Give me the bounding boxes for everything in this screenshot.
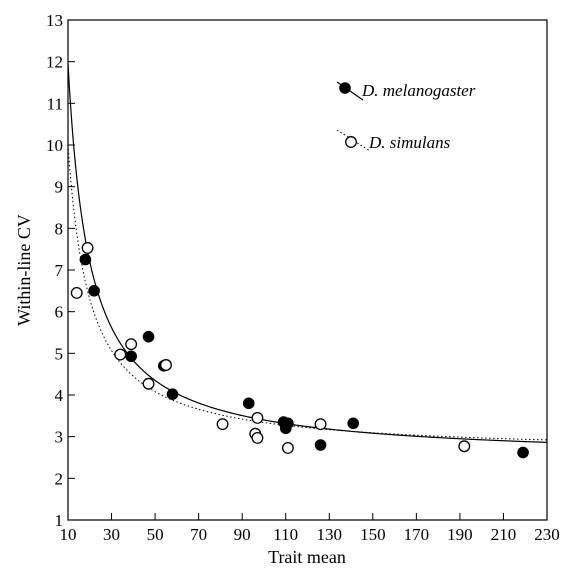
y-tick-label: 5	[55, 344, 64, 363]
x-tick-label: 90	[234, 525, 251, 544]
x-tick-label: 210	[491, 525, 517, 544]
tick-labels: 10 30 50 70 90 110 130 150 170 190 210 230123456789…	[46, 11, 560, 544]
x-tick-label: 170	[404, 525, 430, 544]
y-tick-label: 10	[46, 136, 63, 155]
y-tick-label: 2	[55, 469, 64, 488]
data-point-series-1	[251, 411, 264, 424]
legend-marker-melanogaster	[339, 82, 351, 94]
x-tick-label: 230	[534, 525, 560, 544]
data-points	[70, 241, 529, 459]
y-tick-label: 1	[55, 511, 64, 530]
data-point-series-1	[160, 359, 172, 371]
x-tick-label: 50	[147, 525, 164, 544]
data-point-series-1	[125, 338, 138, 351]
x-tick-label: 190	[447, 525, 473, 544]
y-tick-label: 12	[46, 53, 63, 72]
data-point-series-1	[81, 241, 94, 254]
data-point-series-0	[347, 417, 360, 430]
y-tick-label: 7	[55, 261, 64, 280]
data-point-series-0	[125, 350, 137, 363]
y-tick-label: 6	[55, 303, 64, 322]
data-point-series-1	[251, 431, 264, 444]
legend-label-melanogaster: D. melanogaster	[361, 81, 476, 100]
data-point-series-1	[216, 418, 229, 431]
y-axis-title: Within-line CV	[14, 214, 34, 326]
fit-curve-series-1	[67, 144, 548, 441]
legend-marker-simulans	[345, 136, 357, 148]
legend-line-simulans	[336, 129, 371, 152]
data-point-series-0	[79, 253, 92, 266]
data-point-series-0	[242, 397, 255, 410]
x-axis-title: Trait mean	[268, 547, 346, 567]
x-tick-label: 70	[190, 525, 207, 544]
data-point-series-1	[458, 440, 471, 453]
legend-label-simulans: D. simulans	[368, 133, 451, 152]
data-point-series-0	[314, 439, 327, 451]
data-point-series-0	[517, 446, 529, 459]
data-point-series-0	[166, 388, 179, 400]
data-point-series-1	[114, 348, 127, 361]
legend: D. melanogaster D. simulans	[336, 81, 476, 152]
fit-curves	[67, 63, 548, 443]
y-tick-label: 3	[55, 428, 64, 447]
x-tick-label: 30	[103, 525, 120, 544]
data-point-series-0	[142, 330, 155, 343]
x-tick-label: 10	[60, 525, 77, 544]
x-tick-label: 150	[360, 525, 386, 544]
y-tick-label: 8	[55, 219, 64, 238]
data-point-series-1	[281, 441, 294, 454]
data-point-series-0	[88, 285, 100, 297]
data-point-series-1	[142, 377, 155, 390]
y-tick-label: 4	[55, 386, 64, 405]
plot-frame	[67, 19, 548, 521]
x-tick-label: 130	[317, 525, 343, 544]
fit-curve-series-0	[67, 63, 548, 443]
x-tick-label: 110	[273, 525, 298, 544]
y-tick-label: 9	[55, 178, 64, 197]
data-point-series-0	[282, 417, 294, 430]
data-point-series-1	[70, 286, 83, 299]
y-tick-label: 11	[47, 94, 63, 113]
data-point-series-1	[314, 418, 327, 431]
y-tick-label: 13	[46, 11, 63, 30]
